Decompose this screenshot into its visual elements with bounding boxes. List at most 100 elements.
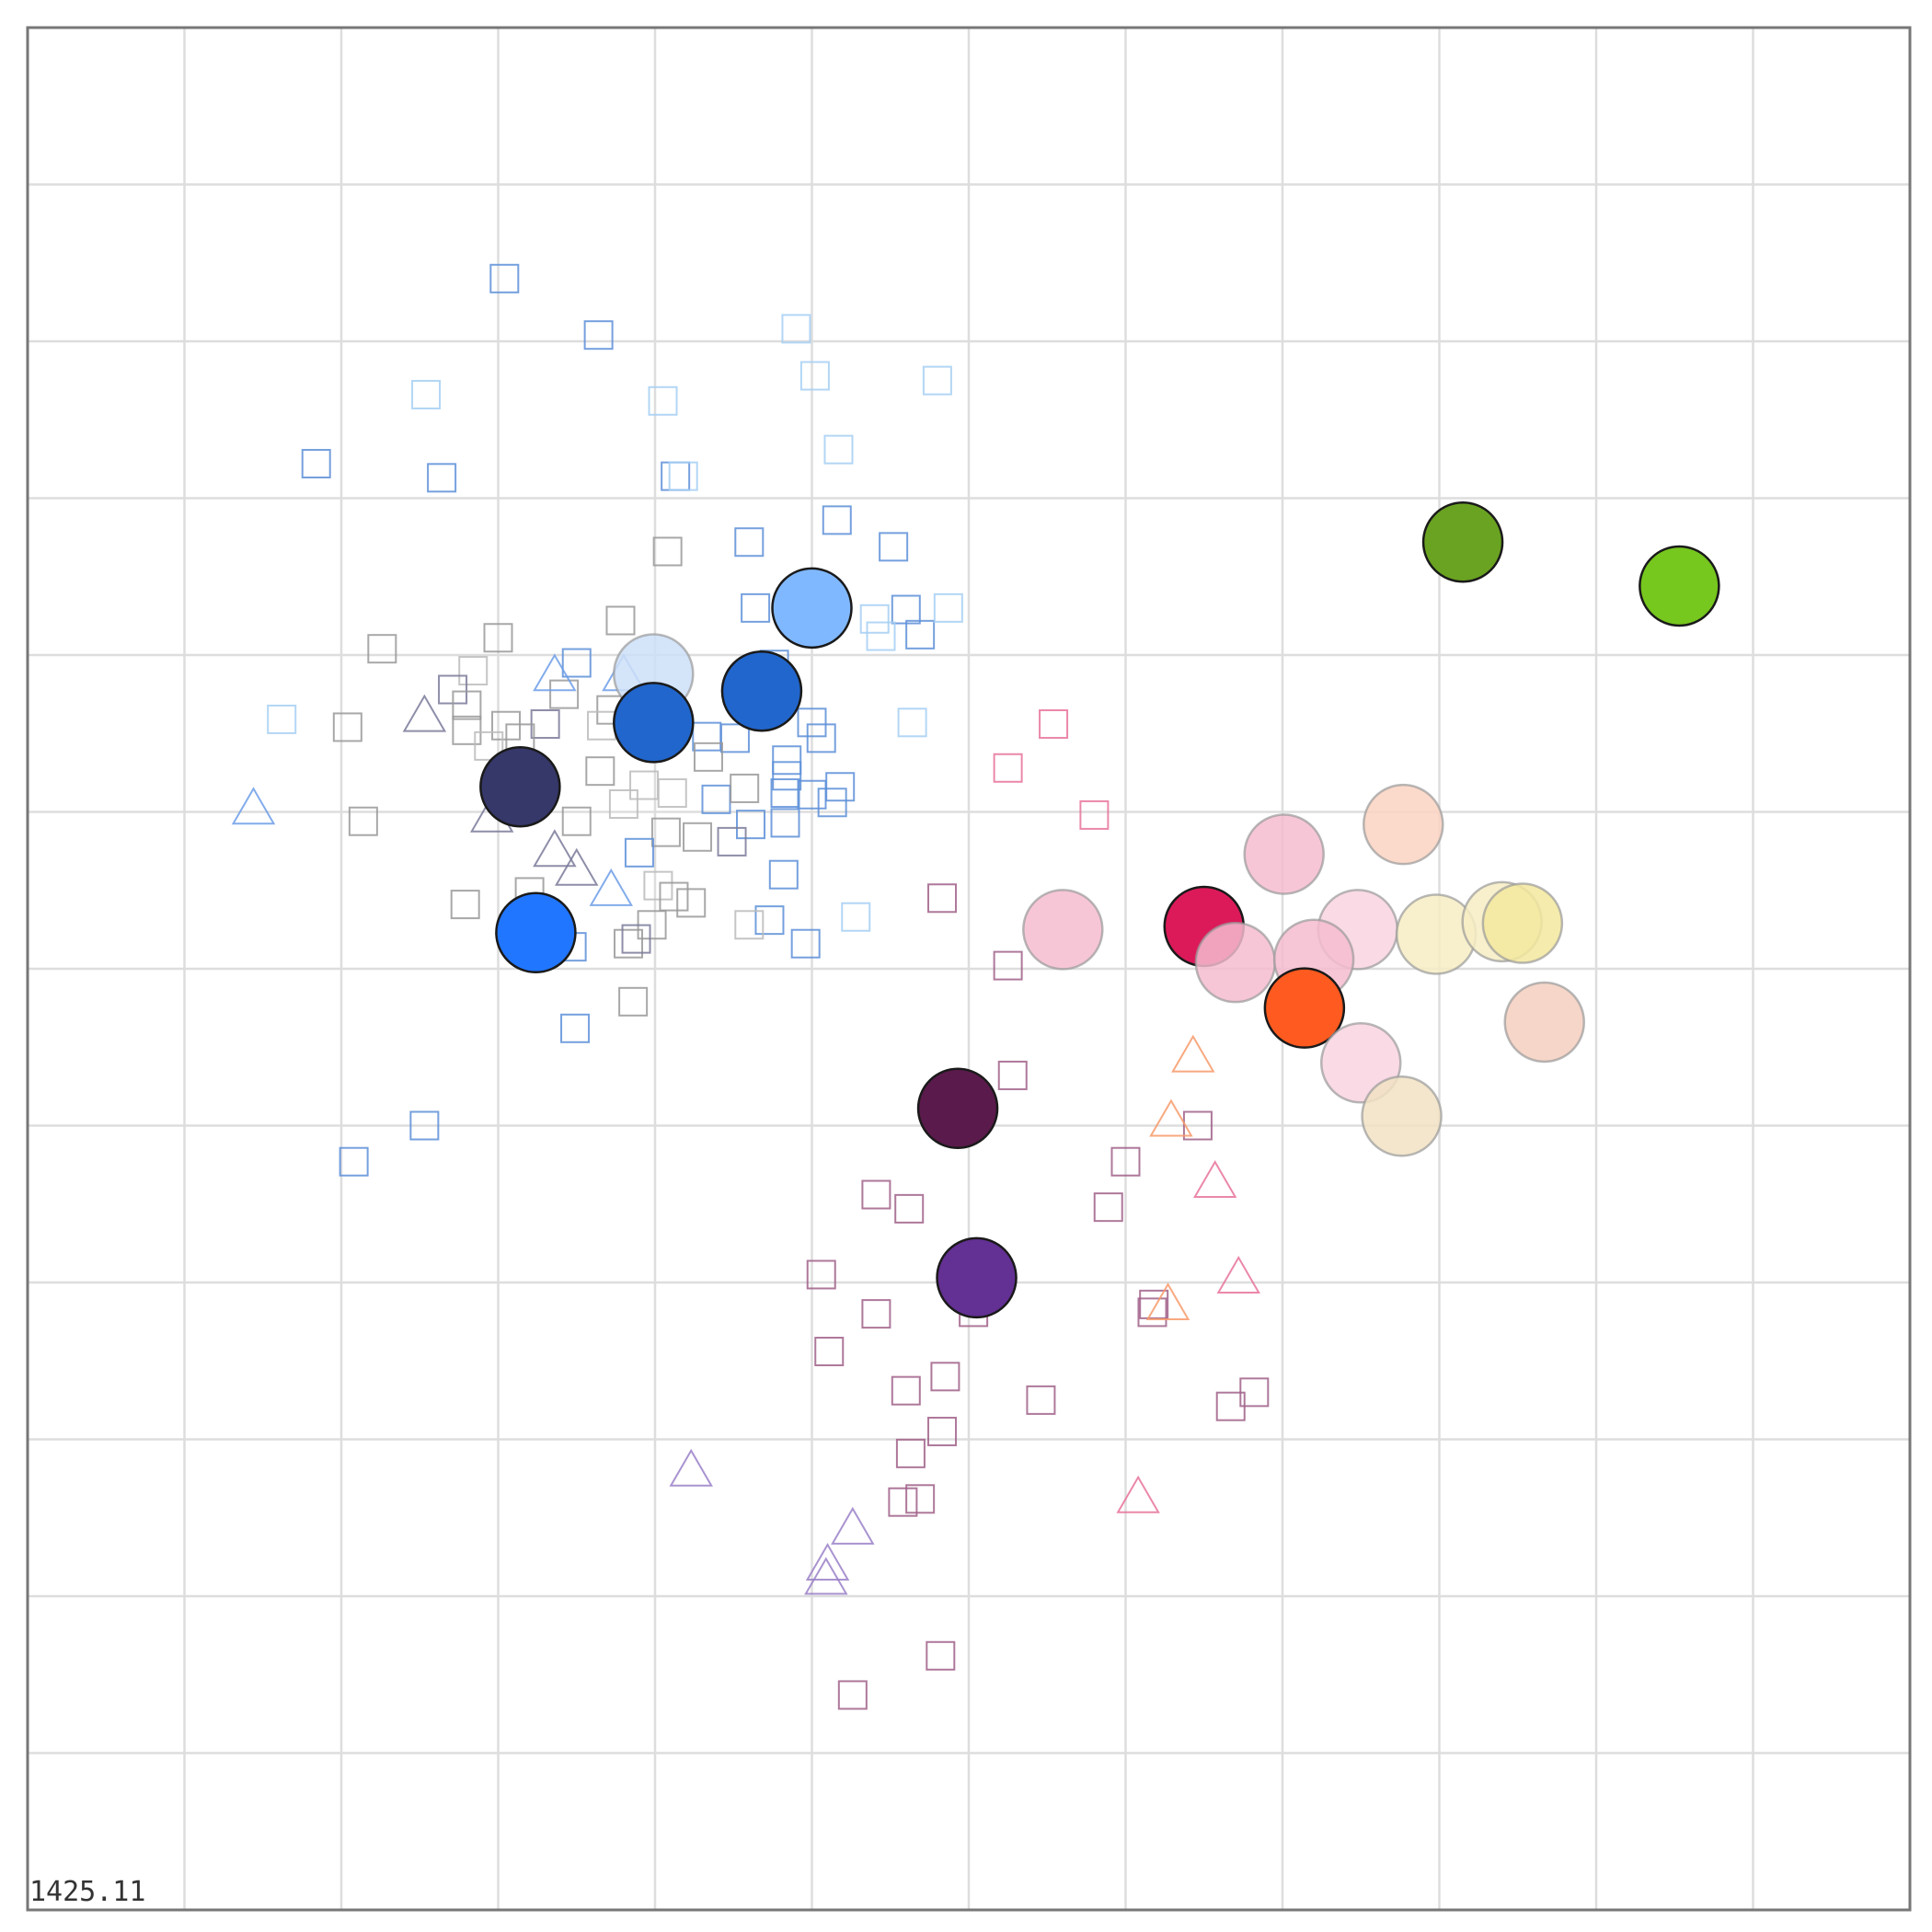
square-marker <box>717 826 747 857</box>
square-marker <box>1239 1377 1270 1408</box>
square-marker <box>585 756 615 787</box>
square-marker <box>734 910 765 940</box>
square-marker <box>814 1337 845 1367</box>
square-marker <box>560 1013 591 1043</box>
square-marker <box>891 1375 921 1406</box>
circle-point <box>1481 882 1564 964</box>
square-marker <box>734 527 765 558</box>
square-marker <box>652 536 683 567</box>
square-marker <box>561 806 592 836</box>
triangle-marker <box>804 1557 848 1595</box>
circle-point <box>1243 813 1325 895</box>
square-marker <box>676 888 707 918</box>
square-marker <box>897 707 927 738</box>
square-marker <box>736 810 766 840</box>
circle-point <box>613 682 695 764</box>
circle-point <box>1503 981 1585 1064</box>
plot-frame <box>26 26 1912 1912</box>
square-marker <box>772 745 802 776</box>
square-marker <box>1182 1110 1213 1141</box>
square-marker <box>474 730 504 761</box>
square-marker <box>997 1060 1028 1090</box>
square-marker <box>861 1179 891 1210</box>
square-marker <box>799 361 830 391</box>
triangle-marker <box>805 1543 850 1581</box>
square-marker <box>933 592 963 623</box>
circle-point <box>771 567 853 650</box>
circle-point <box>1194 921 1277 1004</box>
circle-point <box>495 891 577 974</box>
square-marker <box>806 723 836 753</box>
square-marker <box>790 928 821 959</box>
square-marker <box>549 679 580 709</box>
square-marker <box>301 448 331 478</box>
square-marker <box>608 788 638 819</box>
square-marker <box>427 463 457 493</box>
square-marker <box>605 605 636 636</box>
circle-point <box>936 1236 1018 1319</box>
square-marker <box>483 623 513 653</box>
square-marker <box>770 778 800 809</box>
square-marker <box>772 761 802 791</box>
square-marker <box>922 365 952 396</box>
triangle-marker <box>1171 1034 1215 1073</box>
circle-point <box>1363 783 1444 866</box>
circle-point <box>1421 500 1504 583</box>
square-marker <box>894 1193 925 1224</box>
square-marker <box>837 1680 868 1710</box>
square-marker <box>267 704 297 734</box>
triangle-marker <box>1116 1475 1160 1513</box>
triangle-marker <box>402 694 447 732</box>
square-marker <box>489 263 520 293</box>
square-marker <box>825 772 856 802</box>
square-marker <box>926 1640 956 1671</box>
square-marker <box>450 890 480 920</box>
square-marker <box>621 924 651 954</box>
circle-point <box>1361 1075 1443 1157</box>
triangle-marker <box>1216 1256 1260 1294</box>
triangle-marker <box>1149 1098 1193 1137</box>
triangle-marker <box>231 787 276 825</box>
square-marker <box>332 712 362 742</box>
square-marker <box>1139 1289 1169 1319</box>
square-marker <box>993 950 1023 981</box>
square-marker <box>993 753 1023 783</box>
square-marker <box>806 1259 836 1290</box>
square-marker <box>905 1484 936 1514</box>
square-marker <box>861 1299 891 1329</box>
square-marker <box>905 619 936 650</box>
square-marker <box>841 902 871 932</box>
circle-point <box>720 650 803 732</box>
square-marker <box>770 808 800 838</box>
triangle-marker <box>533 653 577 692</box>
square-marker <box>583 320 614 351</box>
triangle-marker <box>1145 1282 1190 1321</box>
triangle-marker <box>533 829 577 868</box>
square-marker <box>797 707 827 738</box>
square-marker <box>817 788 847 818</box>
square-marker <box>643 870 673 901</box>
square-marker <box>659 881 689 912</box>
square-marker <box>781 314 811 344</box>
square-marker <box>648 385 678 416</box>
square-marker <box>624 837 654 868</box>
square-marker <box>754 905 785 936</box>
square-marker <box>866 621 896 651</box>
square-marker <box>452 690 482 720</box>
square-marker <box>561 648 592 678</box>
square-marker <box>927 1416 958 1446</box>
corner-value-label: 1425.11 <box>29 1876 145 1908</box>
square-marker <box>693 742 723 772</box>
square-marker <box>367 634 397 664</box>
square-marker <box>683 822 713 852</box>
square-marker <box>927 883 958 914</box>
circle-point <box>479 745 561 828</box>
square-marker <box>348 806 378 836</box>
square-marker <box>930 1362 960 1392</box>
square-marker <box>618 986 649 1017</box>
circle-point <box>1022 889 1104 971</box>
square-marker <box>1039 709 1069 740</box>
square-marker <box>458 656 489 686</box>
square-marker <box>452 715 482 745</box>
square-marker <box>741 592 771 623</box>
